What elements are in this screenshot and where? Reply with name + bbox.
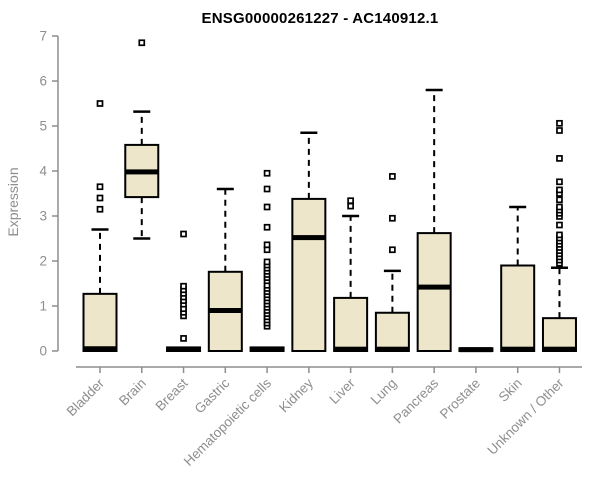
boxplot-gastric <box>207 187 243 352</box>
box <box>82 292 118 353</box>
boxplot-prostate <box>458 347 494 353</box>
x-tick-label: Liver <box>326 375 358 407</box>
outlier-point <box>389 246 396 254</box>
median-bar <box>208 308 242 313</box>
y-tick-label: 1 <box>39 299 47 314</box>
median-bar <box>250 346 284 352</box>
outlier-point <box>556 186 563 194</box>
y-tick-label: 5 <box>39 119 47 134</box>
median-bar <box>542 346 576 352</box>
outlier-point <box>556 178 563 186</box>
box <box>374 311 410 352</box>
median-bar <box>334 346 368 352</box>
boxplot-liver <box>333 197 369 352</box>
outlier-point <box>180 282 187 290</box>
outlier-point <box>556 203 563 211</box>
outlier-point <box>556 231 563 239</box>
outlier-point <box>556 221 563 229</box>
outlier-point <box>96 194 104 202</box>
median-bar <box>292 235 326 241</box>
outlier-point <box>556 127 563 134</box>
x-tick-label: Unknown / Other <box>484 375 567 458</box>
outlier-point <box>263 203 271 211</box>
median-bar <box>375 346 409 352</box>
boxplot-pancreas <box>416 88 452 353</box>
box <box>333 296 369 352</box>
outlier-point <box>347 197 354 205</box>
y-tick-label: 2 <box>39 254 47 269</box>
box <box>416 232 452 353</box>
outlier-point <box>180 335 187 342</box>
outlier-point <box>389 173 396 180</box>
y-tick-label: 6 <box>39 74 47 89</box>
outlier-point <box>180 230 187 238</box>
outlier-point <box>556 119 563 127</box>
box <box>500 264 536 352</box>
boxplot-hematopoietic-cells <box>249 169 285 352</box>
chart-title: ENSG00000261227 - AC140912.1 <box>201 10 439 27</box>
outlier-point <box>263 223 271 231</box>
y-tick-label: 0 <box>39 344 47 359</box>
boxplot-brain <box>124 39 160 240</box>
outlier-point <box>556 196 563 204</box>
box <box>541 317 577 352</box>
outlier-point <box>138 39 146 47</box>
median-bar <box>83 346 117 352</box>
outlier-point <box>263 185 271 193</box>
y-tick-label: 3 <box>39 209 47 224</box>
box <box>291 197 327 352</box>
median-bar <box>501 346 535 352</box>
outlier-point <box>96 100 104 107</box>
x-tick-label: Gastric <box>192 375 233 416</box>
x-tick-label: Skin <box>496 376 525 405</box>
outlier-point <box>96 205 104 213</box>
outlier-point <box>263 241 271 249</box>
median-bar <box>417 284 451 290</box>
x-tick-label: Kidney <box>276 375 316 415</box>
boxplot-bladder <box>82 100 118 353</box>
outlier-point <box>347 202 354 210</box>
boxplot-unknown-other <box>541 119 577 352</box>
boxplot-lung <box>374 173 410 352</box>
outlier-point <box>263 258 271 266</box>
median-bar <box>167 346 201 352</box>
boxplot-skin <box>500 205 536 352</box>
outlier-point <box>96 183 104 191</box>
y-tick-label: 4 <box>39 164 47 179</box>
y-tick-label: 7 <box>39 29 47 44</box>
x-tick-label: Bladder <box>64 375 108 419</box>
boxplot-kidney <box>291 131 327 352</box>
outlier-point <box>389 214 396 222</box>
median-bar <box>459 347 493 353</box>
x-tick-label: Breast <box>152 375 190 413</box>
outlier-point <box>556 155 563 162</box>
x-tick-label: Pancreas <box>390 375 441 426</box>
x-tick-label: Prostate <box>437 376 483 422</box>
boxplot-breast <box>166 230 202 352</box>
x-tick-label: Lung <box>368 376 400 408</box>
x-tick-label: Brain <box>116 376 149 409</box>
outlier-point <box>263 169 271 177</box>
median-bar <box>125 169 159 175</box>
